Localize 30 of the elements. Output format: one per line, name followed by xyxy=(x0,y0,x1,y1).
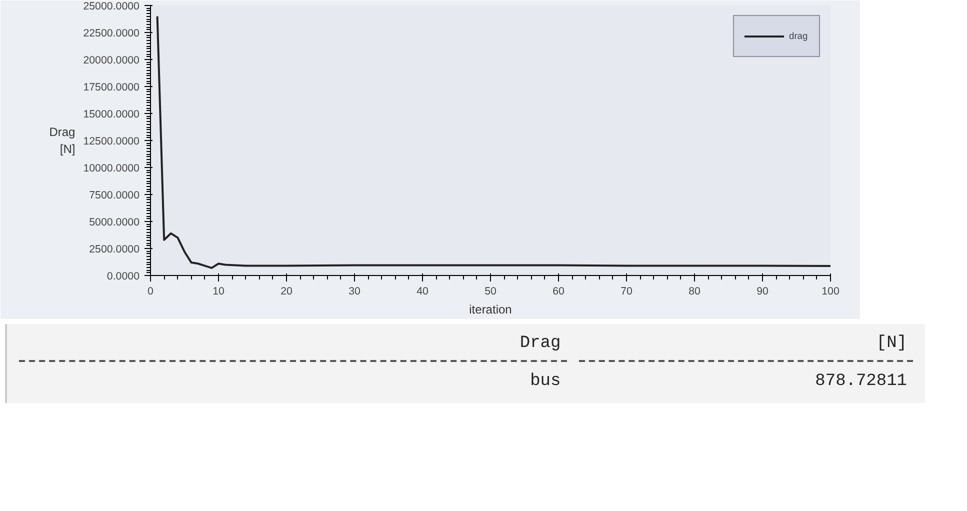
x-tick-label: 90 xyxy=(756,286,768,298)
x-tick-label: 70 xyxy=(620,286,632,298)
x-tick-label: 20 xyxy=(280,286,292,298)
x-tick-label: 100 xyxy=(822,286,840,298)
text: Drag xyxy=(19,328,567,362)
y-tick-label: 5000.0000 xyxy=(89,216,140,228)
y-tick-label: 7500.0000 xyxy=(89,190,140,202)
y-tick-label: 10000.0000 xyxy=(83,162,140,174)
x-axis-title: iteration xyxy=(469,302,512,316)
x-tick-label: 30 xyxy=(348,286,360,298)
y-tick-label: 15000.0000 xyxy=(83,108,140,120)
x-tick-label: 10 xyxy=(212,286,224,298)
x-tick-label: 60 xyxy=(552,286,564,298)
x-tick-label: 0 xyxy=(148,286,154,298)
y-tick-label: 20000.0000 xyxy=(83,54,140,66)
y-tick-label: 12500.0000 xyxy=(83,136,140,148)
x-tick-label: 80 xyxy=(688,286,700,298)
x-tick-label: 40 xyxy=(416,286,428,298)
text: 878.72811 xyxy=(814,371,908,394)
line-series xyxy=(156,15,830,269)
text: [N] xyxy=(578,328,913,362)
text: bus xyxy=(529,371,562,394)
y-tick-label: 2500.0000 xyxy=(89,244,140,256)
legend-label: drag xyxy=(789,31,809,41)
x-tick-label: 50 xyxy=(484,286,496,298)
y-tick-label: 22500.0000 xyxy=(83,28,140,40)
y-axis-title: Drag [N] xyxy=(49,125,76,156)
y-tick-label: 25000.0000 xyxy=(83,0,140,12)
y-tick-label: 0.0000 xyxy=(106,270,140,282)
y-tick-label: 17500.0000 xyxy=(83,82,140,94)
